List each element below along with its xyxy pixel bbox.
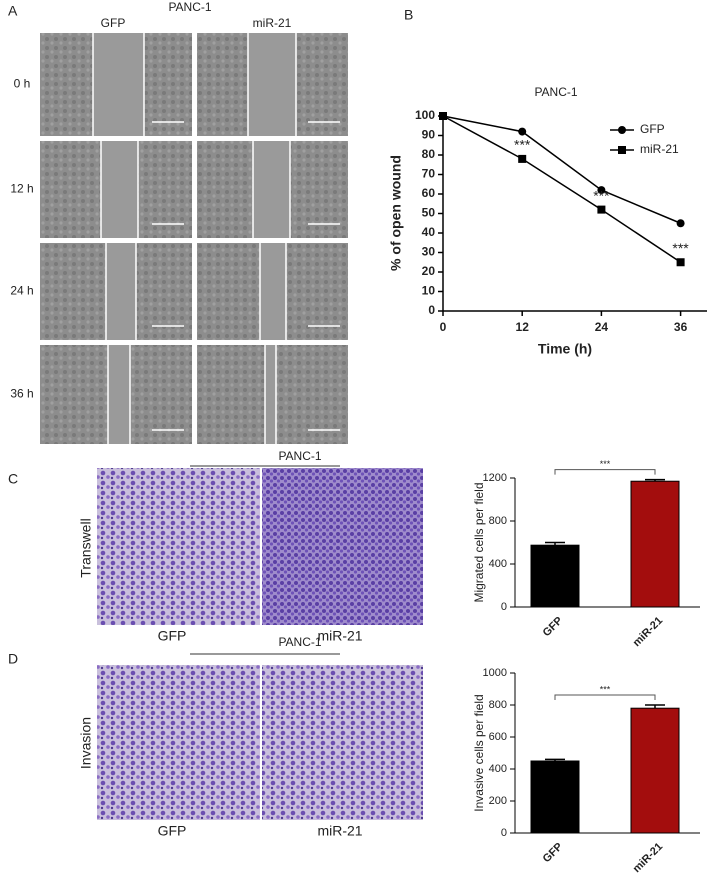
legend-marker: [618, 126, 626, 134]
y-tick-label: 400: [489, 558, 507, 570]
legend-marker: [618, 146, 626, 154]
bar: [530, 760, 580, 834]
data-point: [518, 127, 527, 136]
row-label: 0 h: [14, 77, 31, 91]
annotation: ***: [600, 459, 611, 469]
panel-title: PANC-1: [168, 0, 211, 14]
series-line: [442, 115, 682, 263]
error-bar: [545, 541, 565, 546]
wound-area: [248, 33, 296, 136]
row-label: 24 h: [10, 284, 33, 298]
x-tick-label: GFP: [541, 841, 565, 865]
y-axis-label: % of open wound: [388, 155, 404, 271]
data-point: [676, 219, 685, 228]
y-tick-label: 1200: [483, 472, 507, 484]
annotation: ***: [514, 137, 531, 153]
microscopy-images: [40, 33, 348, 444]
y-tick-label: 800: [489, 515, 507, 527]
row-label: Transwell: [78, 518, 94, 577]
x-tick-label: miR-21: [631, 841, 665, 875]
bar: [630, 480, 680, 608]
data-point: [518, 154, 527, 163]
wound-area: [260, 243, 286, 340]
image-gfp: [97, 468, 260, 625]
y-tick-label: 200: [489, 795, 507, 807]
bar: [530, 544, 580, 608]
y-tick-label: 1000: [483, 667, 507, 679]
error-bar: [645, 704, 665, 709]
bar: [630, 707, 680, 834]
error-bar: [545, 758, 565, 761]
row-label: 12 h: [10, 182, 33, 196]
y-tick-label: 0: [428, 303, 435, 317]
panel-label: D: [8, 651, 18, 667]
chart-title: PANC-1: [534, 85, 577, 99]
y-tick-label: 60: [422, 186, 436, 200]
image-mir21: [262, 665, 423, 820]
x-tick-label: 36: [674, 320, 688, 334]
wound-area: [93, 33, 144, 136]
stain-images: [97, 465, 423, 820]
column-label: miR-21: [317, 823, 362, 839]
y-tick-label: 70: [422, 167, 436, 181]
error-bar: [645, 478, 665, 482]
y-axis-label: Migrated cells per field: [472, 482, 486, 602]
wound-area: [265, 345, 276, 444]
annotation: ***: [600, 684, 611, 694]
wound-area: [108, 345, 130, 444]
wound-area: [101, 141, 138, 238]
data-point: [597, 186, 606, 195]
y-tick-label: 0: [501, 601, 507, 613]
annotation: ***: [593, 187, 610, 203]
y-tick-label: 0: [501, 827, 507, 839]
x-tick-label: GFP: [541, 615, 565, 639]
column-label: GFP: [158, 823, 187, 839]
y-tick-label: 600: [489, 731, 507, 743]
column-label: miR-21: [317, 628, 362, 644]
column-label: GFP: [101, 16, 126, 30]
significance-bracket: [554, 469, 656, 475]
legend-label: miR-21: [640, 142, 679, 156]
column-label: GFP: [158, 628, 187, 644]
y-tick-label: 30: [422, 245, 436, 259]
x-axis-label: Time (h): [538, 341, 592, 357]
y-tick-label: 50: [422, 206, 436, 220]
x-tick-label: 12: [516, 320, 530, 334]
y-tick-label: 40: [422, 225, 436, 239]
panel-label: A: [8, 3, 18, 19]
x-tick-label: 0: [440, 320, 447, 334]
panel-title: PANC-1: [278, 635, 321, 649]
data-point: [439, 112, 447, 120]
y-tick-label: 80: [422, 147, 436, 161]
panel-title: PANC-1: [278, 449, 321, 463]
panel-label: C: [8, 471, 18, 487]
y-tick-label: 10: [422, 284, 436, 298]
image-mir21: [262, 468, 423, 625]
legend-label: GFP: [640, 122, 665, 136]
row-label: 36 h: [10, 387, 33, 401]
significance-bracket: [554, 694, 656, 700]
y-tick-label: 20: [422, 264, 436, 278]
series-line: [442, 115, 681, 224]
y-tick-label: 400: [489, 763, 507, 775]
wound-area: [106, 243, 136, 340]
image-gfp: [97, 665, 260, 820]
y-tick-label: 100: [415, 108, 435, 122]
data-point: [597, 205, 606, 214]
panel-label: B: [404, 7, 413, 23]
data-point: [676, 258, 685, 267]
y-tick-label: 90: [422, 128, 436, 142]
y-tick-label: 800: [489, 699, 507, 711]
column-label: miR-21: [253, 16, 292, 30]
x-tick-label: 24: [595, 320, 609, 334]
row-label: Invasion: [78, 717, 94, 769]
y-axis-label: Invasive cells per field: [472, 694, 486, 811]
wound-area: [253, 141, 290, 238]
x-tick-label: miR-21: [631, 615, 665, 649]
annotation: ***: [672, 240, 689, 256]
